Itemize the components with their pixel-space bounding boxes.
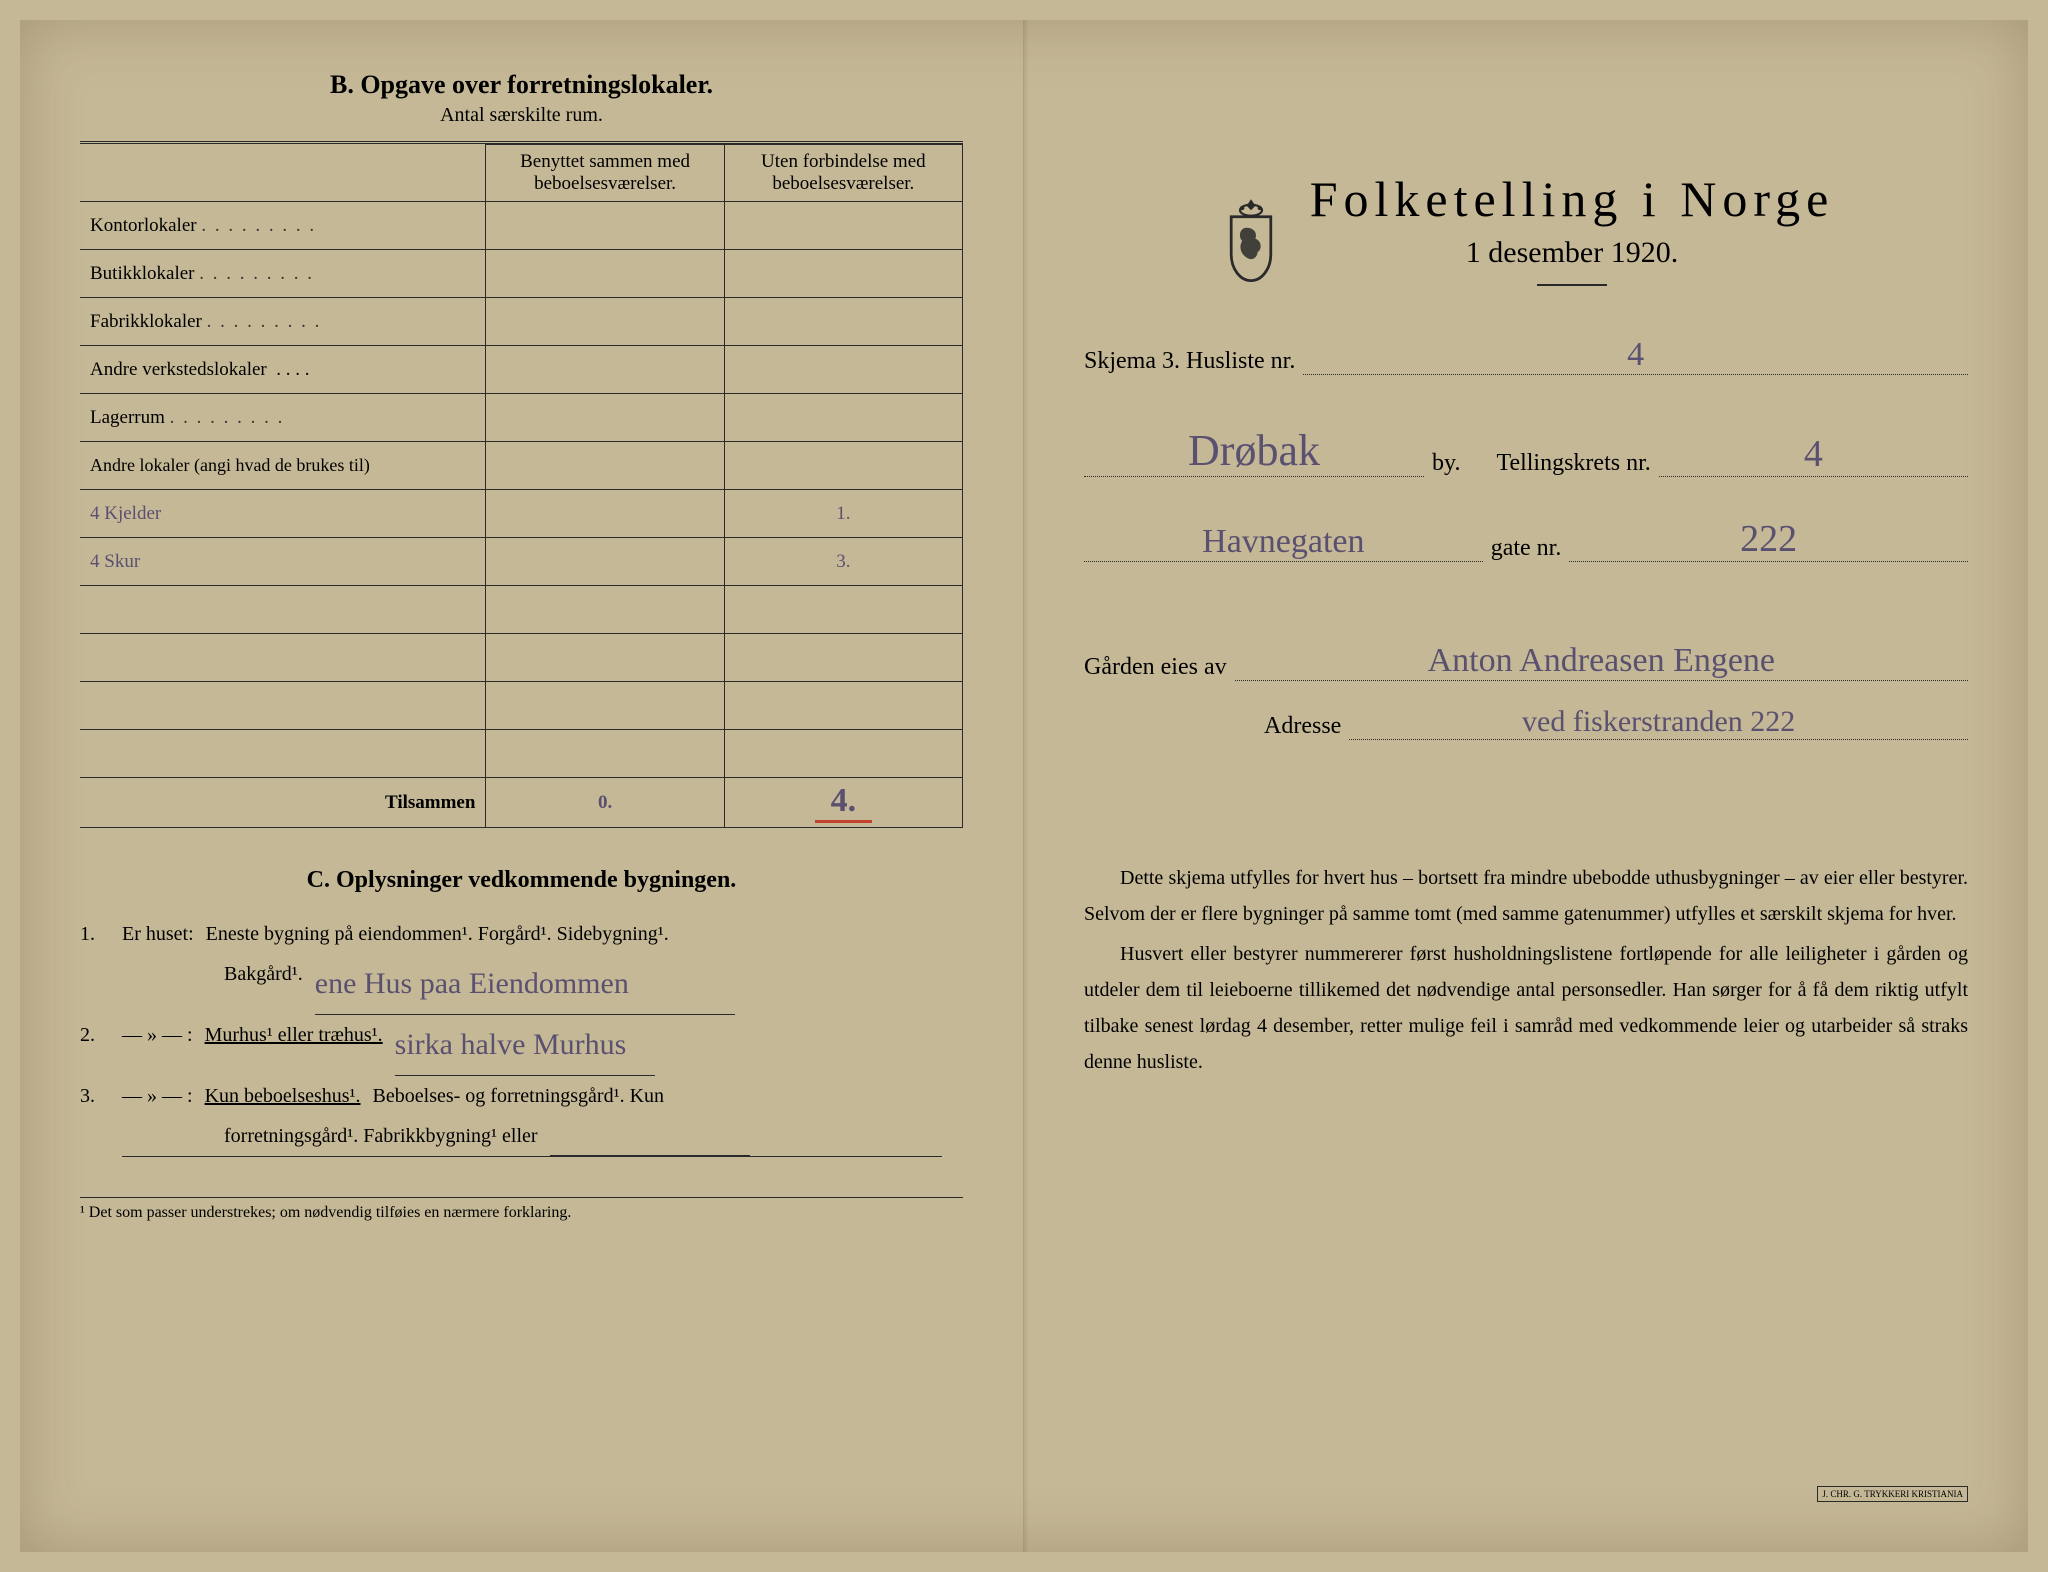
- c1-text: Eneste bygning på eiendommen¹. Forgård¹.…: [206, 914, 669, 954]
- census-date: 1 desember 1920.: [1310, 236, 1835, 270]
- address-handwritten: ved fiskerstranden 222: [1349, 705, 1968, 740]
- hw-row-1-label: 4 Kjelder: [80, 490, 486, 538]
- instructions-p1: Dette skjema utfylles for hvert hus – bo…: [1084, 860, 1968, 932]
- total-v1: 0.: [486, 778, 724, 828]
- by-label: by.: [1432, 450, 1460, 477]
- section-c: C. Oplysninger vedkommende bygningen. 1.…: [80, 856, 963, 1157]
- row-fabrikk: Fabrikklokaler: [80, 298, 486, 346]
- business-premises-table: Benyttet sammen med beboelsesværelser. U…: [80, 144, 963, 828]
- husliste-line: Skjema 3. Husliste nr. 4: [1084, 336, 1968, 375]
- row-kontor: Kontorlokaler: [80, 202, 486, 250]
- c3b: Beboelses- og forretningsgård¹. Kun: [373, 1076, 664, 1116]
- hw-row-2-v2: 3.: [724, 538, 962, 586]
- c1-handwritten: ene Hus paa Eiendommen: [315, 954, 735, 1015]
- section-b-title: B. Opgave over forretningslokaler.: [80, 70, 963, 100]
- section-b-subtitle: Antal særskilte rum.: [80, 104, 963, 127]
- c1-prefix: Er huset:: [122, 914, 194, 954]
- instructions-block: Dette skjema utfylles for hvert hus – bo…: [1084, 860, 1968, 1080]
- gate-label: gate nr.: [1491, 535, 1562, 562]
- c1b: Bakgård¹.: [224, 954, 303, 1015]
- census-document: B. Opgave over forretningslokaler. Antal…: [20, 20, 2028, 1552]
- krets-label: Tellingskrets nr.: [1496, 450, 1650, 477]
- total-label: Tilsammen: [80, 778, 486, 828]
- col1-header: Benyttet sammen med beboelsesværelser.: [486, 145, 724, 202]
- instructions-p2: Husvert eller bestyrer nummererer først …: [1084, 936, 1968, 1080]
- husliste-nr: 4: [1303, 336, 1968, 375]
- owner-handwritten: Anton Andreasen Engene: [1235, 642, 1968, 681]
- left-page: B. Opgave over forretningslokaler. Antal…: [20, 20, 1024, 1552]
- c3a: Kun beboelseshus¹.: [205, 1076, 361, 1116]
- c2-handwritten: sirka halve Murhus: [395, 1015, 655, 1076]
- coat-of-arms-icon: [1218, 196, 1284, 286]
- owner-label: Gården eies av: [1084, 654, 1227, 681]
- main-title: Folketelling i Norge: [1310, 170, 1835, 228]
- row-andre-label: Andre lokaler (angi hvad de brukes til): [80, 442, 486, 490]
- col2-header: Uten forbindelse med beboelsesværelser.: [724, 145, 962, 202]
- hw-row-1-v2: 1.: [724, 490, 962, 538]
- c2-text: Murhus¹ eller træhus¹.: [205, 1015, 383, 1076]
- city-handwritten: Drøbak: [1084, 425, 1424, 477]
- right-page: Folketelling i Norge 1 desember 1920. Sk…: [1024, 20, 2028, 1552]
- total-v2: 4.: [724, 778, 962, 828]
- gate-nr: 222: [1569, 517, 1968, 562]
- krets-nr: 4: [1659, 432, 1968, 477]
- printer-mark: J. CHR. G. TRYKKERI KRISTIANIA: [1817, 1486, 1968, 1502]
- row-butikk: Butikklokaler: [80, 250, 486, 298]
- street-handwritten: Havnegaten: [1084, 523, 1483, 562]
- row-lager: Lagerrum: [80, 394, 486, 442]
- row-verksted: Andre verkstedslokaler . . . .: [80, 346, 486, 394]
- footnote: ¹ Det som passer understrekes; om nødven…: [80, 1197, 963, 1222]
- address-label: Adresse: [1264, 713, 1341, 740]
- c3c: forretningsgård¹. Fabrikkbygning¹ eller: [224, 1116, 538, 1156]
- section-c-title: C. Oplysninger vedkommende bygningen.: [80, 856, 963, 904]
- hw-row-2-label: 4 Skur: [80, 538, 486, 586]
